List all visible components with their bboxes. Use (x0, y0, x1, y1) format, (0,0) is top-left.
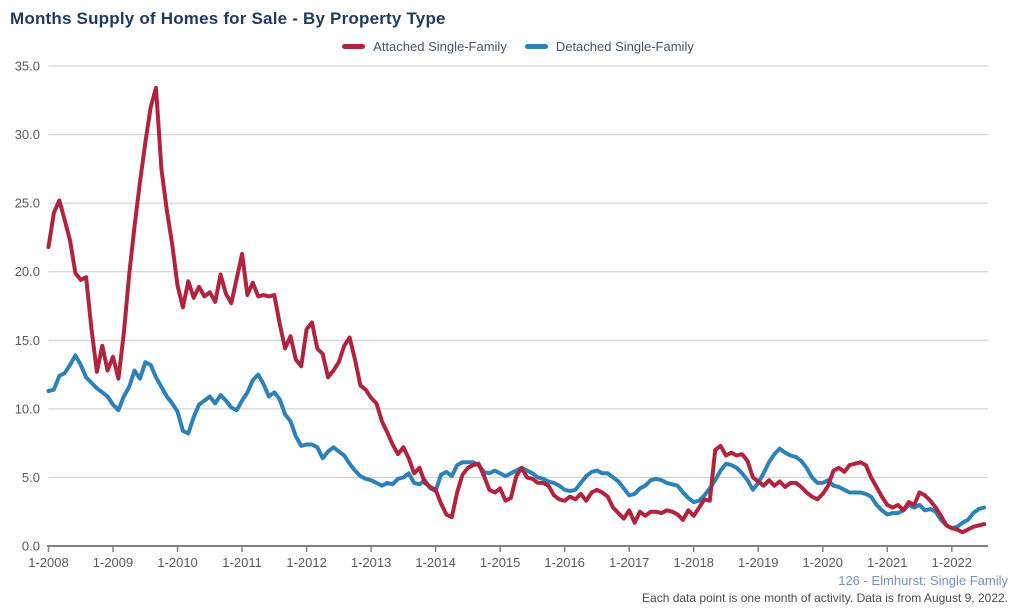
svg-text:1-2010: 1-2010 (157, 555, 197, 570)
svg-text:35.0: 35.0 (15, 59, 40, 74)
legend-item-detached[interactable]: Detached Single-Family (524, 38, 694, 54)
svg-text:1-2016: 1-2016 (544, 555, 584, 570)
svg-text:1-2020: 1-2020 (803, 555, 843, 570)
chart-title: Months Supply of Homes for Sale - By Pro… (10, 9, 446, 28)
x-axis-ticks (47, 547, 953, 552)
line-detached-single-family (46, 353, 987, 531)
svg-text:1-2022: 1-2022 (932, 555, 972, 570)
data-note-label: Each data point is one month of activity… (642, 591, 1008, 605)
svg-text:1-2018: 1-2018 (673, 555, 713, 570)
svg-text:10.0: 10.0 (15, 401, 40, 416)
svg-text:1-2008: 1-2008 (28, 555, 68, 570)
svg-text:1-2014: 1-2014 (415, 555, 455, 570)
svg-text:1-2011: 1-2011 (222, 555, 262, 570)
attached-series-swatch-icon (342, 43, 366, 49)
svg-text:30.0: 30.0 (15, 127, 40, 142)
svg-text:20.0: 20.0 (15, 264, 40, 279)
legend-item-attached[interactable]: Attached Single-Family (342, 39, 507, 54)
x-axis-labels: 1-2008 1-2009 1-2010 1-2011 1-2012 1-2013 1-20… (28, 555, 972, 570)
svg-text:25.0: 25.0 (15, 196, 40, 211)
report-source-label: 126 - Elmhurst: Single Family (838, 573, 1008, 588)
legend-label-detached: Detached Single-Family (555, 38, 694, 54)
detached-series-swatch-icon (524, 43, 548, 49)
legend: Attached Single-Family Detached Single-F… (48, 38, 988, 54)
legend-label-attached: Attached Single-Family (373, 38, 507, 54)
line-attached-single-family (46, 85, 987, 535)
svg-text:1-2009: 1-2009 (93, 555, 133, 570)
svg-text:1-2019: 1-2019 (738, 555, 778, 570)
svg-text:1-2013: 1-2013 (351, 555, 391, 570)
y-axis-labels: 0.0 5.0 10.0 15.0 20.0 25.0 30.0 35.0 (15, 59, 40, 554)
svg-text:1-2012: 1-2012 (286, 555, 326, 570)
svg-text:15.0: 15.0 (15, 333, 40, 348)
svg-text:0.0: 0.0 (22, 539, 40, 554)
svg-text:1-2017: 1-2017 (609, 555, 649, 570)
svg-text:1-2021: 1-2021 (867, 555, 907, 570)
gridlines (48, 65, 988, 478)
svg-text:5.0: 5.0 (22, 470, 40, 485)
svg-text:1-2015: 1-2015 (480, 555, 520, 570)
